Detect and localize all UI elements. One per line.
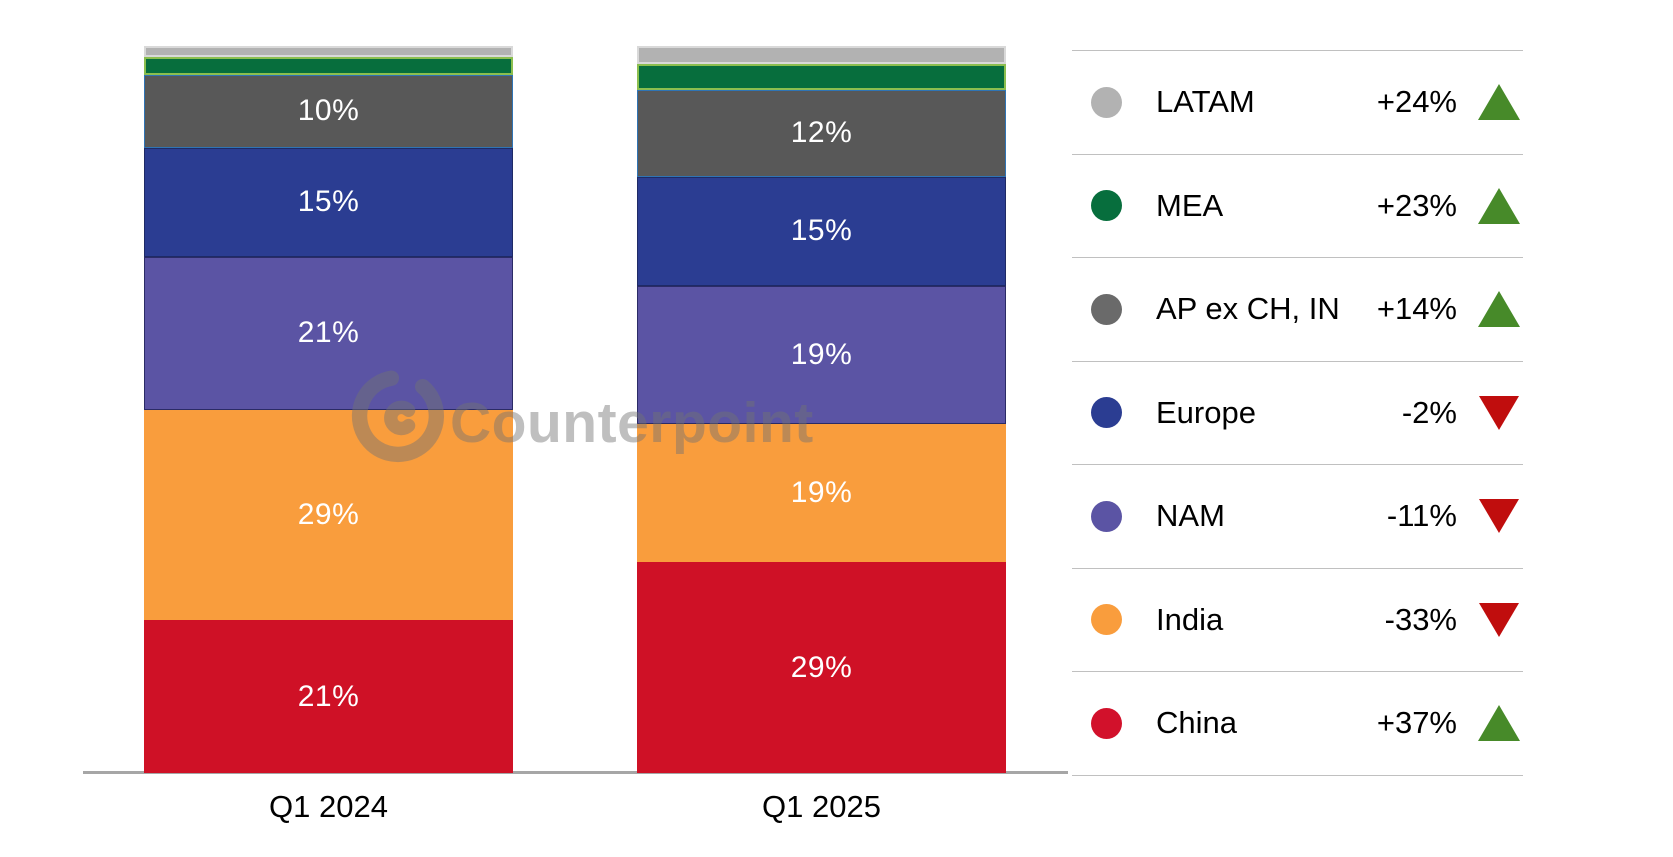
bar-segment-value-label: 15% (297, 185, 360, 219)
bar-segment-value-label: 21% (297, 679, 360, 713)
legend-row-nam: NAM -11% (1072, 464, 1523, 568)
bar-segment-ap-ex-ch-in-q1-2024: 10% (144, 75, 513, 148)
legend-region-label: LATAM (1156, 84, 1255, 120)
legend-change-value: +14% (1376, 291, 1457, 327)
legend-color-dot-icon (1091, 707, 1122, 739)
up-triangle-icon (1478, 84, 1520, 121)
bar-segment-latam-q1-2025 (637, 46, 1006, 65)
down-triangle-icon (1479, 395, 1519, 430)
legend-change-value: +24% (1376, 84, 1457, 120)
x-axis-label-q1-2024: Q1 2024 (269, 789, 388, 824)
bar-segment-value-label: 19% (790, 476, 853, 510)
legend-trend-icon-wrap (1477, 291, 1521, 328)
x-axis-label-q1-2025: Q1 2025 (762, 789, 881, 824)
bar-segment-value-label: 12% (790, 116, 853, 150)
bar-segment-mea-q1-2025 (637, 64, 1006, 90)
legend-trend-icon-wrap (1477, 187, 1521, 224)
bar-segment-india-q1-2025: 19% (637, 424, 1006, 563)
legend-change-value: -11% (1386, 498, 1457, 534)
legend-color-dot-icon (1091, 293, 1122, 325)
legend-row-ap-ex-ch-in: AP ex CH, IN +14% (1072, 257, 1523, 361)
legend-region-label: China (1156, 705, 1237, 741)
legend-region-label: AP ex CH, IN (1156, 291, 1340, 327)
legend-row-india: India -33% (1072, 567, 1523, 672)
legend-color-dot-icon (1091, 190, 1122, 222)
legend-color-dot-icon (1091, 86, 1122, 118)
bar-segment-value-label: 19% (790, 337, 853, 371)
legend-change-value: -33% (1384, 601, 1457, 637)
legend: LATAM +24% MEA +23% AP ex CH, IN +14% Eu… (1072, 50, 1523, 776)
legend-trend-icon-wrap (1477, 395, 1521, 430)
legend-row-europe: Europe -2% (1072, 360, 1523, 465)
legend-trend-icon-wrap (1477, 705, 1521, 742)
down-triangle-icon (1479, 602, 1519, 637)
legend-row-latam: LATAM +24% (1072, 50, 1523, 154)
legend-row-china: China +37% (1072, 671, 1523, 775)
bar-segment-europe-q1-2024: 15% (144, 147, 513, 257)
up-triangle-icon (1478, 187, 1520, 224)
up-triangle-icon (1478, 291, 1520, 328)
legend-region-label: NAM (1156, 498, 1225, 534)
legend-region-label: India (1156, 601, 1224, 637)
legend-change-value: -2% (1401, 394, 1457, 430)
stacked-bar-q1-2024: 21% 29% 21% 15% 10% (144, 46, 513, 773)
legend-trend-icon-wrap (1477, 499, 1521, 534)
up-triangle-icon (1478, 705, 1520, 742)
bar-segment-europe-q1-2025: 15% (637, 176, 1006, 286)
legend-color-dot-icon (1091, 500, 1122, 532)
legend-trend-icon-wrap (1477, 602, 1521, 637)
legend-change-value: +23% (1376, 187, 1457, 223)
bar-segment-value-label: 29% (297, 497, 360, 531)
bar-segment-value-label: 21% (297, 316, 360, 350)
legend-region-label: MEA (1156, 187, 1224, 223)
legend-color-dot-icon (1091, 397, 1122, 429)
bar-segment-value-label: 10% (297, 94, 360, 128)
legend-region-label: Europe (1156, 394, 1256, 430)
legend-row-mea: MEA +23% (1072, 153, 1523, 258)
bar-segment-latam-q1-2024 (144, 46, 513, 57)
stacked-bar-q1-2025: 29% 19% 19% 15% 12% (637, 46, 1006, 773)
legend-color-dot-icon (1091, 604, 1122, 636)
down-triangle-icon (1479, 499, 1519, 534)
bar-segment-china-q1-2025: 29% (637, 562, 1006, 773)
bar-segment-nam-q1-2025: 19% (637, 285, 1006, 425)
bar-segment-ap-ex-ch-in-q1-2025: 12% (637, 89, 1006, 177)
bar-segment-india-q1-2024: 29% (144, 409, 513, 621)
legend-change-value: +37% (1376, 705, 1457, 741)
bar-segment-nam-q1-2024: 21% (144, 256, 513, 410)
bar-segment-mea-q1-2024 (144, 56, 513, 76)
bar-segment-value-label: 15% (790, 214, 853, 248)
bar-segment-china-q1-2024: 21% (144, 620, 513, 773)
bar-segment-value-label: 29% (790, 650, 853, 684)
legend-trend-icon-wrap (1477, 84, 1521, 121)
x-axis-line (83, 771, 1068, 774)
